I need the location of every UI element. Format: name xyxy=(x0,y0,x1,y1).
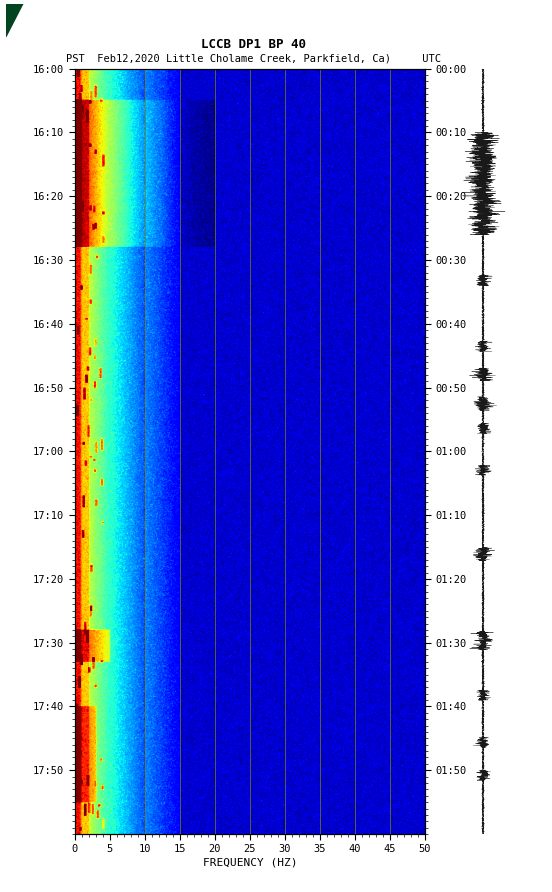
Text: LCCB DP1 BP 40: LCCB DP1 BP 40 xyxy=(201,38,306,52)
Text: PST  Feb12,2020 Little Cholame Creek, Parkfield, Ca)     UTC: PST Feb12,2020 Little Cholame Creek, Par… xyxy=(66,54,442,63)
X-axis label: FREQUENCY (HZ): FREQUENCY (HZ) xyxy=(203,857,297,867)
Polygon shape xyxy=(6,4,23,37)
Text: USGS: USGS xyxy=(21,15,45,26)
